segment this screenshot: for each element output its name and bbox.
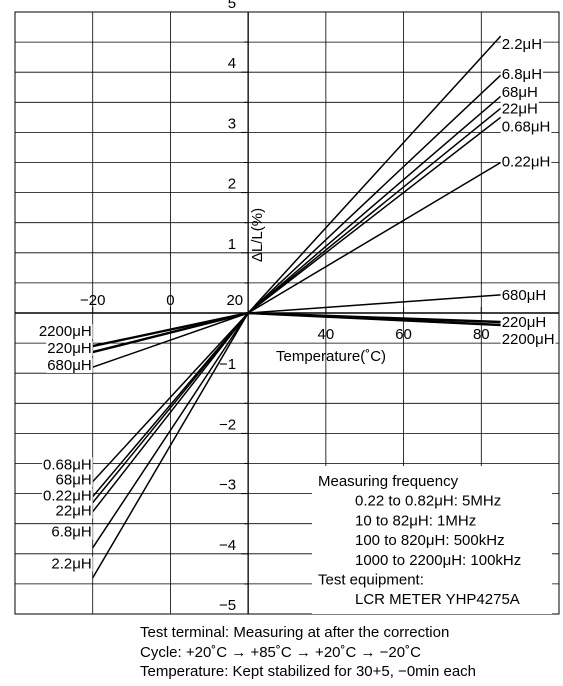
series-label-group: 68μH bbox=[54, 471, 93, 488]
series-label-group: 2200μH bbox=[37, 323, 93, 340]
series-label-group: 6.8μH bbox=[50, 524, 93, 541]
measurement-info-line: 0.22 to 0.82μH: 5MHz bbox=[355, 493, 501, 510]
series-label-background bbox=[50, 556, 93, 572]
y-tick-label: 3 bbox=[228, 115, 236, 132]
series-label: 22μH bbox=[56, 503, 92, 520]
x-tick-label: 40 bbox=[318, 326, 335, 343]
series-label: 680μH bbox=[502, 287, 547, 304]
series-label: 680μH bbox=[47, 357, 92, 374]
series-label: 2200μH bbox=[39, 323, 92, 340]
series-label-group: 0.68μH bbox=[42, 456, 93, 473]
series-lines bbox=[92, 35, 502, 579]
series-label: 6.8μH bbox=[502, 66, 542, 83]
series-label-group: 22μH bbox=[54, 503, 93, 520]
series-label-group: 0.22μH bbox=[500, 153, 552, 170]
series-label-background bbox=[500, 315, 548, 331]
series-label: 68μH bbox=[502, 84, 538, 101]
measurement-info-line: Test equipment: bbox=[318, 572, 424, 589]
series-label: 2200μH bbox=[502, 331, 555, 348]
y-tick-label: 4 bbox=[228, 55, 236, 72]
series-label-group: 680μH bbox=[46, 357, 93, 374]
series-label-background bbox=[46, 341, 93, 357]
series-label-background bbox=[500, 119, 552, 135]
series-label: 0.68μH bbox=[43, 456, 92, 473]
y-tick-label: −4 bbox=[219, 537, 236, 554]
footnote-temperature: Temperature: Kept stabilized for 30+5, −… bbox=[140, 663, 477, 680]
series-label: 2.2μH bbox=[502, 36, 542, 53]
series-label: 2.2μH bbox=[51, 556, 91, 573]
series-label: 0.22μH bbox=[43, 488, 92, 505]
series-label-background bbox=[54, 503, 93, 519]
y-tick-label: 1 bbox=[228, 236, 236, 253]
series-label: 68μH bbox=[56, 471, 92, 488]
measurement-info-text: Measuring frequency 0.22 to 0.82μH: 5MHz 1… bbox=[318, 473, 521, 608]
series-label-background bbox=[500, 67, 544, 83]
series-label: 6.8μH bbox=[51, 524, 91, 541]
series-label-background bbox=[42, 457, 93, 473]
y-tick-label: 2 bbox=[228, 176, 236, 193]
series-label-group: 220μH bbox=[46, 340, 93, 357]
series-label-background bbox=[500, 288, 548, 304]
series-label: 0.68μH bbox=[502, 119, 551, 136]
footnotes: Test terminal: Measuring at after the co… bbox=[140, 623, 560, 682]
series-label: 0.22μH bbox=[502, 153, 551, 170]
series-label-group: 22μH bbox=[500, 100, 539, 117]
y-tick-label: −1 bbox=[219, 356, 236, 373]
series-label-background bbox=[42, 488, 93, 504]
series-label-background bbox=[500, 37, 544, 53]
series-label-group: 0.68μH bbox=[500, 119, 552, 136]
series-label-background bbox=[37, 324, 93, 340]
series-label-group: 680μH bbox=[500, 287, 548, 304]
series-line-68μH bbox=[92, 95, 502, 498]
measurement-info-line: Measuring frequency bbox=[318, 473, 459, 490]
series-label-group: 6.8μH bbox=[500, 66, 544, 83]
series-label-background bbox=[500, 85, 539, 101]
x-tick-label: −20 bbox=[80, 292, 105, 309]
y-tick-label: −3 bbox=[219, 477, 236, 494]
series-label-group: 2.2μH bbox=[50, 556, 93, 573]
series-labels: 2.2μH6.8μH68μH22μH0.68μH0.22μH680μH220μH… bbox=[37, 36, 556, 573]
series-label-background bbox=[500, 101, 539, 117]
x-tick-label: 60 bbox=[395, 326, 412, 343]
y-tick-label: −2 bbox=[219, 416, 236, 433]
series-label-group: 0.22μH bbox=[42, 488, 93, 505]
x-tick-label: 80 bbox=[473, 326, 490, 343]
x-tick-label: 0 bbox=[166, 292, 174, 309]
series-label-group: 220μH bbox=[500, 314, 548, 331]
x-tick-label: 20 bbox=[226, 292, 243, 309]
series-label: 220μH bbox=[502, 314, 547, 331]
measurement-info-line: LCR METER YHP4275A bbox=[355, 591, 520, 608]
series-label: 220μH bbox=[47, 340, 92, 357]
series-label-group: 2200μH bbox=[500, 331, 556, 348]
series-label-group: 68μH bbox=[500, 84, 539, 101]
series-label-background bbox=[54, 472, 93, 488]
series-label: 22μH bbox=[502, 100, 538, 117]
y-axis-label: ΔL/L(%) bbox=[249, 208, 266, 262]
series-label-group: 2.2μH bbox=[500, 36, 544, 53]
series-label-background bbox=[500, 154, 552, 170]
footnote-test-terminal: Test terminal: Measuring at after the co… bbox=[140, 624, 450, 641]
x-axis-label: Temperature(˚C) bbox=[276, 348, 386, 365]
measurement-info-line: 100 to 820μH: 500kHz bbox=[355, 532, 505, 549]
series-line-22μH bbox=[92, 107, 502, 504]
measurement-info-box bbox=[312, 466, 552, 614]
measurement-info-line: 1000 to 2200μH: 100kHz bbox=[355, 552, 521, 569]
y-tick-label: 5 bbox=[228, 0, 236, 12]
series-label-background bbox=[500, 332, 556, 348]
series-line-2200μH bbox=[92, 311, 501, 348]
series-label-background bbox=[50, 524, 93, 540]
footnote-cycle: Cycle: +20˚C → +85˚C → +20˚C → −20˚C bbox=[140, 643, 421, 661]
series-label-background bbox=[46, 357, 93, 373]
y-tick-label: −5 bbox=[219, 597, 236, 614]
measurement-info-line: 10 to 82μH: 1MHz bbox=[355, 512, 476, 529]
tick-labels: 5 4 3 2 1 −1 −2 −3 −4 −5 −20 0 20 40 60 80 bbox=[80, 0, 490, 614]
